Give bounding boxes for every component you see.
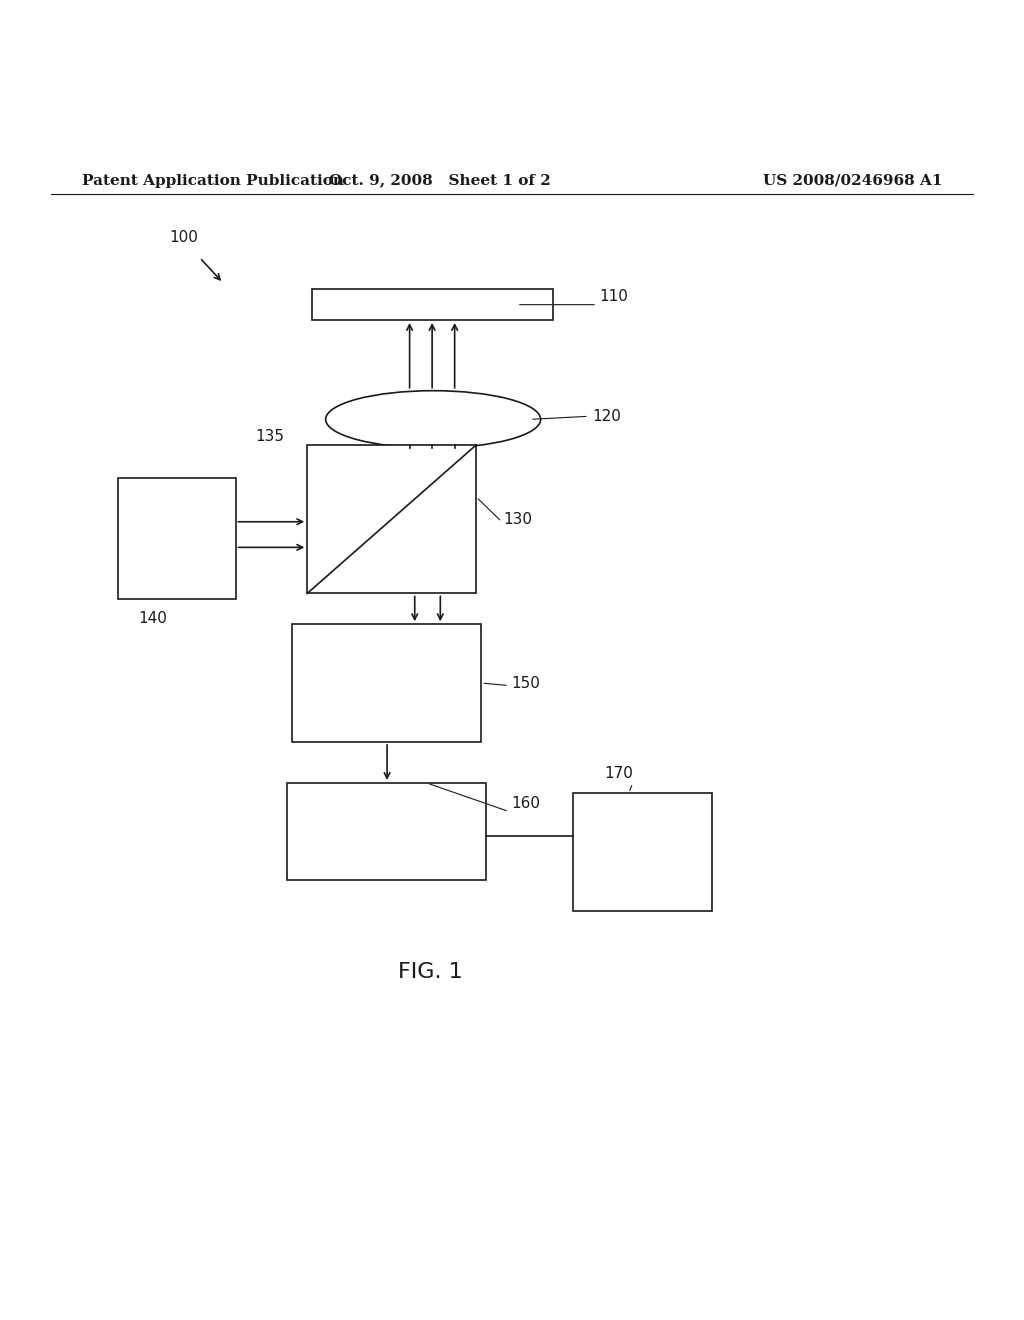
FancyBboxPatch shape [307,445,476,594]
Text: 100: 100 [169,230,198,246]
FancyBboxPatch shape [573,793,712,911]
FancyBboxPatch shape [287,783,486,880]
Text: 170: 170 [604,766,633,781]
Text: FIG. 1: FIG. 1 [397,962,463,982]
Text: 130: 130 [504,512,532,527]
Ellipse shape [326,391,541,447]
Text: 135: 135 [256,429,285,445]
Text: Oct. 9, 2008   Sheet 1 of 2: Oct. 9, 2008 Sheet 1 of 2 [330,174,551,187]
Text: Patent Application Publication: Patent Application Publication [82,174,344,187]
Text: 160: 160 [511,796,540,810]
FancyBboxPatch shape [312,289,553,319]
Text: 150: 150 [511,676,540,692]
FancyBboxPatch shape [118,478,236,598]
FancyBboxPatch shape [292,624,481,742]
Text: 110: 110 [599,289,628,304]
Text: 140: 140 [138,611,167,626]
Text: US 2008/0246968 A1: US 2008/0246968 A1 [763,174,942,187]
Text: 120: 120 [592,409,621,424]
